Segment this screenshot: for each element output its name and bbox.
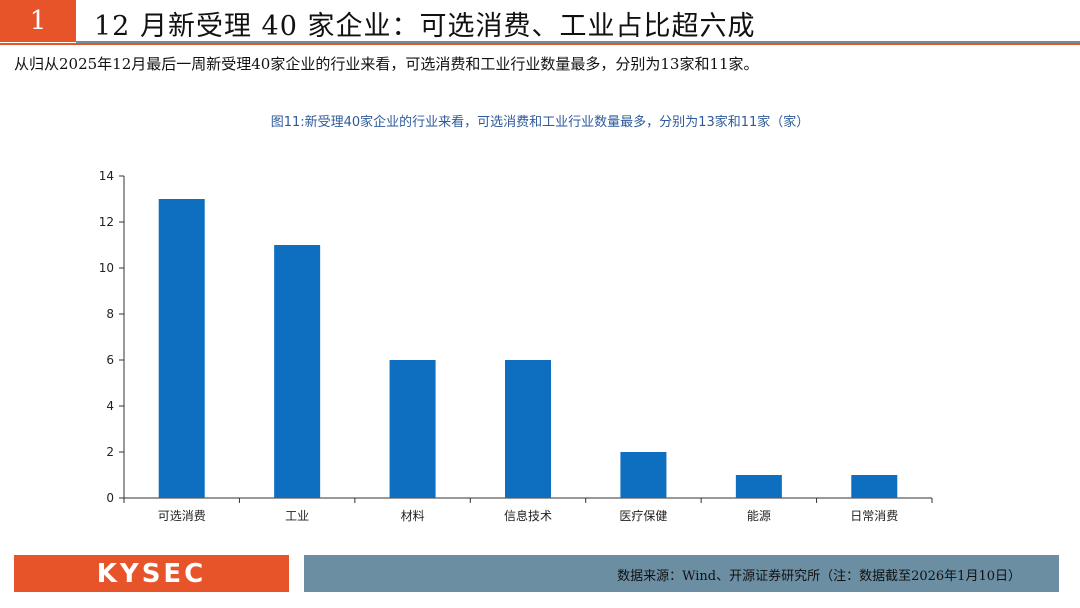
bar <box>505 360 551 498</box>
summary-text: 从归从2025年12月最后一周新受理40家企业的行业来看，可选消费和工业行业数量… <box>14 55 759 73</box>
title-rule-secondary <box>76 41 1080 43</box>
y-tick-label: 14 <box>99 169 114 183</box>
x-tick-label: 材料 <box>401 509 425 523</box>
bar <box>274 245 321 498</box>
bar <box>620 452 667 498</box>
x-axis: 可选消费 工业 材料 信息技术 医疗保健 能源 日常消费 <box>123 497 933 523</box>
page-title: 12 月新受理 40 家企业：可选消费、工业占比超六成 <box>94 11 756 42</box>
x-tick-label: 信息技术 <box>504 508 552 523</box>
title-rule <box>0 43 1080 45</box>
y-tick-label: 0 <box>106 491 114 505</box>
bar-chart: 0 2 4 6 8 10 12 14 可选消费 工业 材料 信息技术 医疗保健 能源 日常消费 <box>99 169 933 523</box>
y-tick-label: 8 <box>106 307 114 321</box>
bar <box>851 475 898 498</box>
y-axis: 0 2 4 6 8 10 12 14 <box>99 169 125 505</box>
x-tick-label: 医疗保健 <box>619 509 667 523</box>
y-tick-label: 6 <box>106 353 114 367</box>
y-tick-label: 10 <box>99 261 114 275</box>
bar <box>158 199 205 498</box>
bar <box>735 475 782 498</box>
section-number: 1 <box>0 0 76 42</box>
footer-bar: 数据来源：Wind、开源证券研究所（注：数据截至2026年1月10日） <box>304 555 1059 592</box>
x-tick-label: 可选消费 <box>158 509 206 523</box>
x-tick-label: 能源 <box>747 509 771 523</box>
y-tick-label: 4 <box>106 399 114 413</box>
kysec-logo: KYSEC <box>14 555 289 592</box>
x-tick-label: 日常消费 <box>850 509 898 523</box>
figure-caption: 图11:新受理40家企业的行业来看，可选消费和工业行业数量最多，分别为13家和1… <box>270 115 810 130</box>
y-tick-label: 12 <box>99 215 114 229</box>
x-tick-label: 工业 <box>285 509 309 523</box>
data-source: 数据来源：Wind、开源证券研究所（注：数据截至2026年1月10日） <box>617 569 1021 584</box>
bar <box>389 360 436 498</box>
bars <box>158 199 898 498</box>
y-tick-label: 2 <box>106 445 114 459</box>
